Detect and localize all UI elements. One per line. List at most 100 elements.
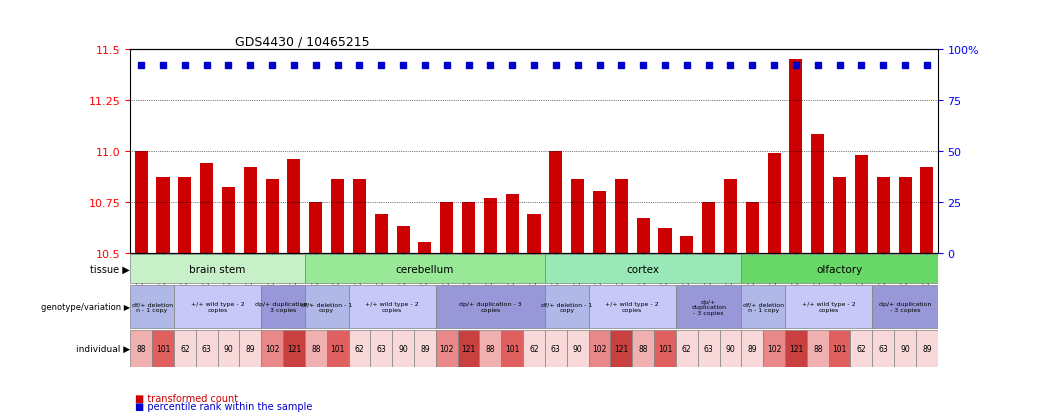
FancyBboxPatch shape xyxy=(763,330,785,367)
FancyBboxPatch shape xyxy=(414,330,436,367)
Text: ■ transformed count: ■ transformed count xyxy=(135,393,239,403)
FancyBboxPatch shape xyxy=(218,330,240,367)
FancyBboxPatch shape xyxy=(370,330,392,367)
FancyBboxPatch shape xyxy=(283,330,305,367)
Bar xyxy=(854,155,868,253)
Text: 63: 63 xyxy=(703,344,714,353)
FancyBboxPatch shape xyxy=(348,286,436,328)
FancyBboxPatch shape xyxy=(545,255,741,283)
FancyBboxPatch shape xyxy=(850,330,872,367)
Text: 62: 62 xyxy=(683,344,692,353)
FancyBboxPatch shape xyxy=(305,255,545,283)
Text: 102: 102 xyxy=(440,344,454,353)
Text: 121: 121 xyxy=(287,344,301,353)
Bar xyxy=(768,153,780,253)
Text: +/+ wild type - 2
copies: +/+ wild type - 2 copies xyxy=(802,302,855,313)
Text: dp/+ duplication
- 3 copies: dp/+ duplication - 3 copies xyxy=(878,302,932,313)
Text: 102: 102 xyxy=(265,344,279,353)
FancyBboxPatch shape xyxy=(676,286,741,328)
Text: 89: 89 xyxy=(420,344,429,353)
FancyBboxPatch shape xyxy=(457,330,479,367)
FancyBboxPatch shape xyxy=(327,330,348,367)
Bar xyxy=(680,237,693,253)
FancyBboxPatch shape xyxy=(501,330,523,367)
Bar xyxy=(418,243,431,253)
Bar xyxy=(440,202,453,253)
Text: 89: 89 xyxy=(747,344,758,353)
Text: +/+ wild type - 2
copies: +/+ wild type - 2 copies xyxy=(191,302,245,313)
Text: 90: 90 xyxy=(900,344,910,353)
FancyBboxPatch shape xyxy=(436,330,457,367)
Bar xyxy=(288,159,300,253)
Text: +/+ wild type - 2
copies: +/+ wild type - 2 copies xyxy=(605,302,659,313)
Text: 62: 62 xyxy=(354,344,365,353)
Text: 90: 90 xyxy=(573,344,582,353)
Bar xyxy=(637,218,650,253)
Text: tissue ▶: tissue ▶ xyxy=(91,264,130,274)
Bar xyxy=(920,168,934,253)
Text: 88: 88 xyxy=(311,344,321,353)
Bar xyxy=(746,202,759,253)
FancyBboxPatch shape xyxy=(589,286,676,328)
Text: 63: 63 xyxy=(551,344,561,353)
Bar xyxy=(266,180,278,253)
Bar xyxy=(353,180,366,253)
Text: brain stem: brain stem xyxy=(190,264,246,274)
Bar xyxy=(309,202,322,253)
Bar xyxy=(790,60,802,253)
FancyBboxPatch shape xyxy=(152,330,174,367)
Text: 121: 121 xyxy=(614,344,628,353)
Text: dp/+ duplication -
3 copies: dp/+ duplication - 3 copies xyxy=(254,302,312,313)
Bar xyxy=(134,151,148,253)
FancyBboxPatch shape xyxy=(240,330,262,367)
FancyBboxPatch shape xyxy=(436,286,545,328)
Text: 101: 101 xyxy=(505,344,519,353)
FancyBboxPatch shape xyxy=(828,330,850,367)
Bar xyxy=(593,192,606,253)
Bar xyxy=(898,178,912,253)
Text: 62: 62 xyxy=(857,344,866,353)
Bar xyxy=(615,180,628,253)
FancyBboxPatch shape xyxy=(545,286,589,328)
Bar xyxy=(156,178,170,253)
Text: 121: 121 xyxy=(462,344,475,353)
FancyBboxPatch shape xyxy=(130,255,305,283)
FancyBboxPatch shape xyxy=(262,286,305,328)
FancyBboxPatch shape xyxy=(916,330,938,367)
Bar xyxy=(178,178,192,253)
Text: 88: 88 xyxy=(813,344,822,353)
Text: dp/+ duplication - 3
copies: dp/+ duplication - 3 copies xyxy=(460,302,522,313)
Text: 101: 101 xyxy=(833,344,847,353)
FancyBboxPatch shape xyxy=(130,330,152,367)
Text: df/+ deletion
n - 1 copy: df/+ deletion n - 1 copy xyxy=(743,302,784,313)
FancyBboxPatch shape xyxy=(174,286,262,328)
FancyBboxPatch shape xyxy=(632,330,654,367)
Text: olfactory: olfactory xyxy=(817,264,863,274)
Text: 63: 63 xyxy=(376,344,387,353)
Bar xyxy=(659,229,671,253)
Text: df/+ deletion - 1
copy: df/+ deletion - 1 copy xyxy=(541,302,593,313)
Text: 101: 101 xyxy=(658,344,672,353)
Text: 121: 121 xyxy=(789,344,803,353)
FancyBboxPatch shape xyxy=(479,330,501,367)
Text: 88: 88 xyxy=(639,344,648,353)
Bar xyxy=(549,151,563,253)
Bar xyxy=(222,188,235,253)
FancyBboxPatch shape xyxy=(589,330,611,367)
Bar xyxy=(244,168,256,253)
Bar xyxy=(724,180,737,253)
FancyBboxPatch shape xyxy=(872,286,938,328)
FancyBboxPatch shape xyxy=(807,330,828,367)
FancyBboxPatch shape xyxy=(698,330,720,367)
FancyBboxPatch shape xyxy=(392,330,414,367)
Text: ■ percentile rank within the sample: ■ percentile rank within the sample xyxy=(135,401,313,411)
FancyBboxPatch shape xyxy=(196,330,218,367)
FancyBboxPatch shape xyxy=(545,330,567,367)
FancyBboxPatch shape xyxy=(741,286,785,328)
Bar xyxy=(375,214,388,253)
Text: 62: 62 xyxy=(529,344,539,353)
FancyBboxPatch shape xyxy=(785,330,807,367)
Bar xyxy=(505,194,519,253)
Text: 102: 102 xyxy=(767,344,782,353)
FancyBboxPatch shape xyxy=(741,330,763,367)
